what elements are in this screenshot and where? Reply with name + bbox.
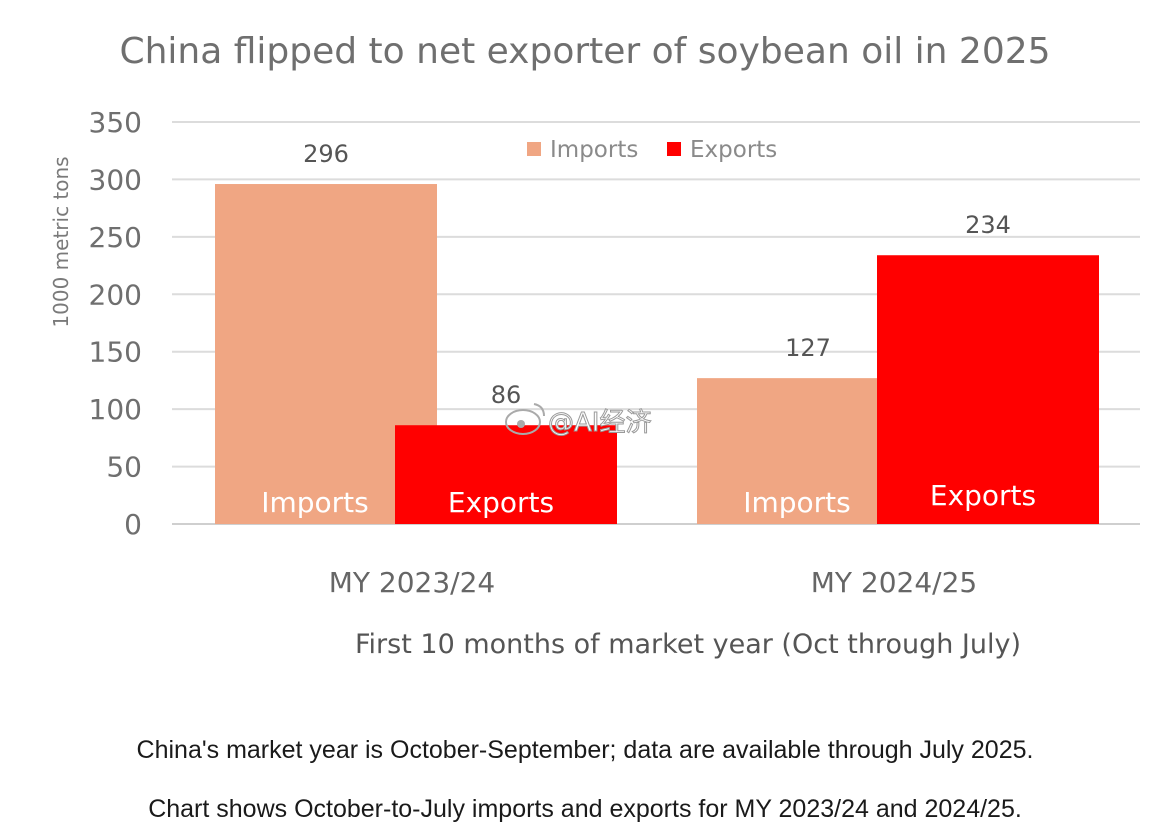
in-bar-label-exports-1: Exports — [448, 486, 554, 519]
legend-swatch-exports — [667, 142, 681, 156]
chart-title: China flipped to net exporter of soybean… — [119, 31, 1050, 72]
y-axis-label: 1000 metric tons — [49, 156, 73, 327]
footnote-market-year: China's market year is October-September… — [136, 736, 1034, 764]
data-label-exports-1: 86 — [491, 381, 522, 409]
footnote-chart-scope: Chart shows October-to-July imports and … — [148, 795, 1022, 823]
watermark-text: @AI经济 — [548, 408, 651, 438]
data-label-exports-2: 234 — [965, 211, 1011, 239]
y-tick-label: 200 — [89, 278, 142, 311]
legend-label-imports: Imports — [550, 137, 638, 163]
in-bar-label-exports-2: Exports — [930, 479, 1036, 512]
x-axis-label: First 10 months of market year (Oct thro… — [355, 629, 1021, 660]
y-tick-label: 100 — [89, 393, 142, 426]
x-category-label: MY 2023/24 — [329, 566, 495, 599]
bar-exports-2 — [877, 255, 1099, 524]
watermark: @AI经济 — [505, 403, 652, 439]
in-bar-label-imports-1: Imports — [261, 486, 369, 519]
bar-exports-1 — [395, 425, 617, 524]
data-label-imports-1: 296 — [303, 140, 349, 168]
bars: 296 Imports 86 Exports MY 2023/24 127 Imports 2… — [215, 140, 1099, 599]
y-axis-ticks: 0 50 100 150 200 250 300 350 — [89, 106, 142, 541]
weibo-logo-icon — [505, 403, 545, 435]
y-tick-label: 350 — [89, 106, 142, 139]
legend: Imports Exports — [527, 137, 777, 163]
y-tick-label: 50 — [106, 451, 142, 484]
data-label-imports-2: 127 — [785, 334, 831, 362]
y-tick-label: 150 — [89, 336, 142, 369]
chart: China flipped to net exporter of soybean… — [49, 31, 1140, 660]
legend-swatch-imports — [527, 142, 541, 156]
x-category-label: MY 2024/25 — [811, 566, 977, 599]
in-bar-label-imports-2: Imports — [743, 486, 851, 519]
y-tick-label: 250 — [89, 221, 142, 254]
y-tick-label: 300 — [89, 163, 142, 196]
legend-label-exports: Exports — [690, 137, 777, 163]
y-tick-label: 0 — [124, 508, 142, 541]
